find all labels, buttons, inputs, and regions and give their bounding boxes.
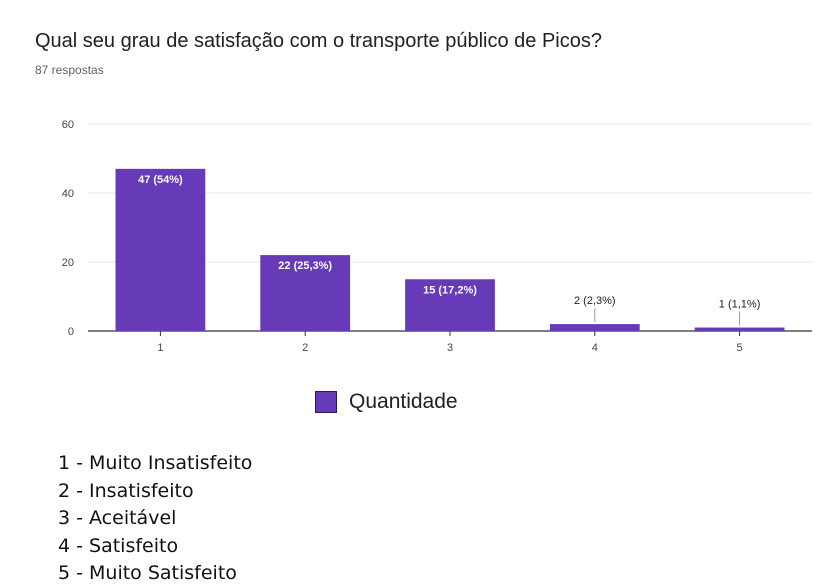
y-tick-label: 60 — [62, 119, 74, 131]
y-tick-label: 0 — [68, 326, 74, 338]
note-3: 3 - Aceitável — [58, 507, 177, 529]
chart-title: Qual seu grau de satisfação com o transp… — [35, 30, 602, 52]
scale-notes: 1 - Muito Insatisfeito 2 - Insatisfeito … — [58, 450, 252, 588]
note-2: 2 - Insatisfeito — [58, 479, 194, 502]
x-tick-label: 5 — [737, 342, 743, 354]
note-1: 1 - Muito Insatisfeito — [58, 452, 253, 474]
x-tick-label: 3 — [447, 342, 453, 354]
data-label: 1 (1,1%) — [719, 299, 761, 311]
data-label: 15 (17,2%) — [423, 284, 477, 296]
response-count: 87 respostas — [35, 63, 104, 77]
y-tick-label: 40 — [62, 188, 74, 200]
bar-3 — [405, 279, 495, 331]
x-tick-label: 4 — [592, 342, 598, 354]
bar-1 — [115, 168, 206, 331]
bar-4 — [549, 324, 640, 331]
bar-chart: 0 20 40 60 1 47 (54%) 2 22 (25,3%) 3 15 (17,2%) 4 2… — [62, 119, 812, 354]
legend-swatch — [315, 391, 337, 413]
legend-label: Quantidade — [349, 390, 458, 413]
y-tick-label: 20 — [62, 257, 74, 269]
x-tick-label: 1 — [157, 342, 163, 354]
data-label: 2 (2,3%) — [574, 295, 616, 307]
note-5: 5 - Muito Satisfeito — [58, 562, 237, 584]
data-label: 47 (54%) — [138, 174, 183, 186]
note-4: 4 - Satisfeito — [58, 534, 179, 557]
data-label: 22 (25,3%) — [278, 260, 332, 272]
x-tick-label: 2 — [302, 342, 308, 354]
bar-2 — [260, 255, 351, 331]
chart-legend: Quantidade — [315, 390, 458, 414]
bar-5 — [694, 327, 785, 331]
